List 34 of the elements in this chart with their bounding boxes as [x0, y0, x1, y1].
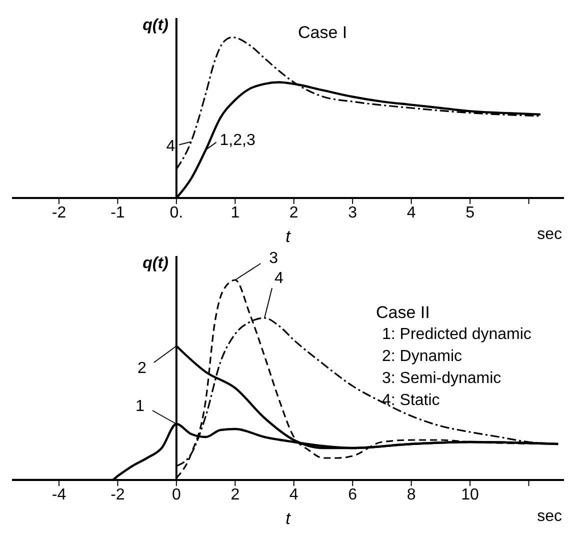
- text: 4: [274, 270, 284, 287]
- x-tick-label: -1: [110, 204, 125, 222]
- text: 3: [269, 250, 278, 267]
- annotation: 1: Predicted dynamic: [381, 325, 532, 345]
- x-axis-title: t: [286, 509, 292, 528]
- text: sec: [537, 508, 562, 526]
- text: 2: [138, 360, 147, 377]
- annotation: 3: Semi-dynamic: [381, 369, 502, 389]
- annotation: 4: Static: [381, 391, 441, 411]
- annotation: 2: Dynamic: [381, 347, 464, 367]
- x-tick-label: 2: [289, 204, 298, 222]
- x-tick-label: 5: [466, 204, 475, 222]
- legend-label: 1,2,3: [220, 132, 256, 149]
- series-label: 1: [136, 398, 145, 415]
- x-tick-label: 3: [348, 204, 358, 222]
- text: Case II: [376, 302, 431, 324]
- chart-title: Case I: [298, 22, 348, 44]
- x-tick-label: 8: [406, 486, 416, 504]
- y-axis-title: q(t): [142, 17, 168, 34]
- x-tick-label: 4: [289, 486, 298, 504]
- x-tick-label: 0.: [170, 204, 184, 222]
- x-tick-label: -4: [52, 486, 66, 504]
- x-tick-label: 10: [461, 486, 480, 504]
- x-tick-label: -2: [52, 204, 66, 222]
- x-axis-title: t: [286, 227, 292, 246]
- x-tick-label: -2: [110, 486, 125, 504]
- text: sec: [537, 226, 562, 244]
- x-tick-label: 0: [172, 486, 181, 504]
- y-axis-title: q(t): [142, 255, 168, 272]
- x-tick-label: 4: [406, 204, 416, 222]
- x-tick-label: 1: [230, 204, 240, 222]
- x-tick-label: 6: [348, 486, 358, 504]
- series-label: 4: [166, 138, 176, 155]
- x-tick-label: 2: [230, 486, 240, 504]
